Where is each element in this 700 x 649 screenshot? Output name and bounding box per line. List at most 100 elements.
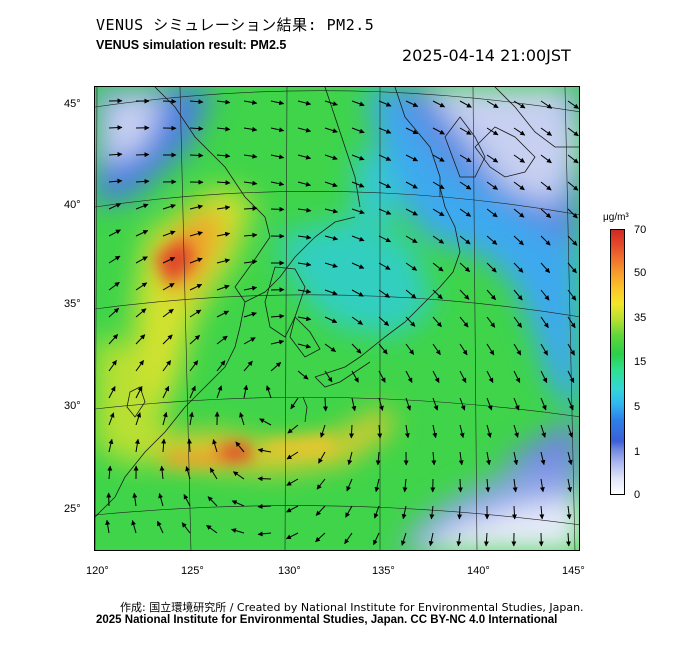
wind-arrow (287, 424, 299, 434)
wind-arrow (346, 478, 353, 492)
wind-arrow (513, 235, 524, 246)
wind-arrow (457, 478, 463, 493)
wind-arrow (540, 397, 547, 411)
wind-arrow (189, 257, 203, 264)
wind-arrow (216, 205, 231, 211)
colorbar-label-50: 50 (634, 267, 647, 279)
wind-arrow (432, 316, 442, 328)
wind-arrow (486, 451, 491, 466)
colorbar-label-0: 0 (634, 489, 641, 501)
wind-arrow (486, 154, 499, 163)
license-text: 2025 National Institute for Environmenta… (96, 614, 558, 626)
wind-arrow (405, 154, 419, 162)
wind-arrow (540, 316, 549, 329)
wind-arrow (159, 465, 165, 480)
wind-arrow (108, 307, 120, 318)
wind-arrow (432, 343, 441, 356)
wind-arrow (513, 397, 520, 411)
wind-arrow (567, 397, 574, 411)
wind-arrow (135, 334, 146, 345)
wind-arrow (285, 532, 299, 540)
wind-arrow (567, 127, 579, 137)
wind-arrow (378, 235, 392, 243)
wind-arrow (540, 208, 552, 219)
wind-arrow (401, 505, 407, 520)
wind-arrow (428, 532, 434, 547)
wind-arrow (108, 359, 117, 372)
colorbar-label-35: 35 (634, 312, 647, 324)
wind-arrow (297, 127, 312, 133)
wind-arrow (322, 397, 328, 412)
wind-arrow (347, 451, 353, 466)
wind-arrow (297, 370, 309, 380)
wind-arrow (459, 424, 465, 439)
wind-arrow (540, 370, 548, 384)
wind-arrow (567, 289, 577, 301)
wind-arrow (185, 466, 191, 480)
wind-arrow (216, 284, 230, 291)
wind-arrow (189, 204, 204, 210)
wind-arrow (459, 127, 472, 135)
wind-arrow (243, 259, 258, 265)
lat-tick-45: 45° (64, 98, 81, 110)
wind-arrow (567, 478, 573, 493)
wind-arrow (351, 289, 364, 297)
wind-arrow (378, 397, 384, 411)
wind-arrow (324, 316, 338, 323)
wind-arrow (432, 262, 444, 272)
wind-arrow (344, 532, 353, 545)
wind-arrow (189, 283, 203, 291)
wind-arrow (297, 207, 312, 213)
coastlines (95, 87, 579, 518)
wind-arrow (162, 204, 176, 210)
pm25-map (94, 86, 580, 551)
wind-arrow (513, 316, 523, 328)
wind-arrow (162, 257, 176, 264)
wind-arrow (270, 100, 285, 106)
wind-vector-field (105, 98, 579, 547)
wind-arrow (324, 343, 337, 353)
wind-arrow (432, 235, 445, 244)
wind-arrow (540, 127, 553, 136)
wind-arrow (405, 262, 418, 271)
wind-arrow (540, 424, 546, 438)
wind-arrow (189, 309, 202, 318)
wind-arrow (486, 316, 496, 328)
wind-arrow (402, 478, 408, 493)
wind-arrow (186, 438, 192, 453)
wind-arrow (513, 370, 521, 384)
wind-arrow (135, 256, 148, 264)
wind-arrow (134, 438, 140, 453)
lon-tick-120: 120° (86, 565, 109, 577)
wind-arrow (432, 289, 443, 300)
wind-arrow (131, 520, 137, 534)
wind-arrow (243, 312, 257, 318)
wind-arrow (459, 289, 470, 300)
concentration-field (95, 87, 579, 550)
wind-arrow (378, 100, 392, 107)
wind-arrow (540, 154, 552, 164)
wind-arrow (297, 343, 312, 349)
wind-arrow (405, 316, 416, 327)
wind-arrow (135, 359, 145, 372)
wind-arrow (105, 519, 111, 534)
wind-arrow (297, 261, 312, 267)
wind-arrow (257, 531, 272, 537)
wind-arrow (216, 385, 223, 399)
wind-arrow (324, 262, 338, 268)
wind-arrow (315, 505, 326, 516)
wind-arrow (539, 478, 545, 493)
wind-arrow (513, 262, 524, 273)
wind-arrow (257, 476, 272, 482)
wind-arrow (486, 262, 497, 273)
wind-arrow (259, 418, 272, 426)
wind-arrow (216, 180, 231, 186)
wind-arrow (297, 234, 312, 240)
wind-arrow (243, 384, 249, 399)
colorbar-label-5: 5 (634, 401, 641, 413)
wind-arrow (567, 100, 579, 109)
wind-arrow (513, 100, 526, 109)
wind-arrow (567, 208, 578, 219)
wind-arrow (351, 262, 365, 269)
wind-arrow (540, 289, 550, 301)
